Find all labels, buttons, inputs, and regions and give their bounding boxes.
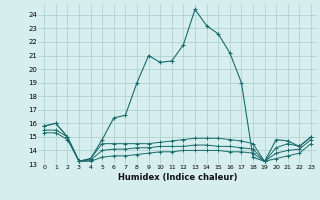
X-axis label: Humidex (Indice chaleur): Humidex (Indice chaleur)	[118, 173, 237, 182]
